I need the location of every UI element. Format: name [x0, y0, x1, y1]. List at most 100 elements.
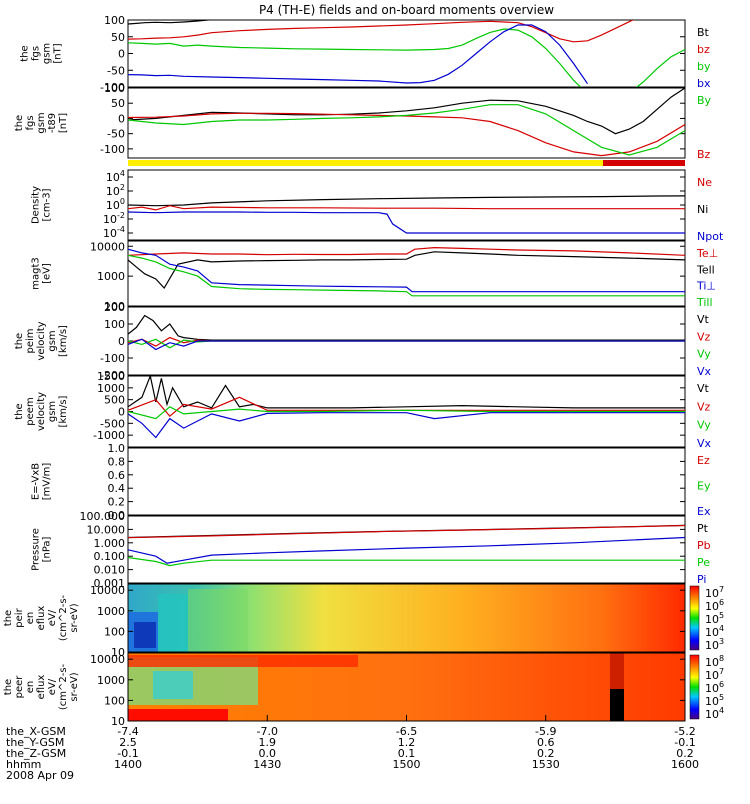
y-axis-label-line: [km/s] [58, 395, 69, 427]
y-tick-label-density: 102 [106, 183, 125, 198]
y-tick-label-peem_velocity: 1500 [97, 370, 125, 383]
panel-frame [127, 583, 686, 653]
y-axis-label-line: eV/ [47, 678, 58, 695]
legend-entry-Vx: Vx [697, 437, 712, 450]
legend-entry-Pe: Pe [697, 556, 710, 569]
series-line-Ne [128, 205, 685, 211]
legend-entry-Ex: Ex [697, 505, 711, 518]
panel-frame [127, 240, 686, 307]
footer-value: 1430 [253, 758, 281, 771]
y-axis-label-line: fgs [25, 115, 36, 130]
y-tick-label-pressure: 100.000 [80, 510, 126, 523]
spectrogram-patch [134, 622, 156, 648]
colorbar-tick-label: 107 [705, 585, 724, 600]
series-line-Vt [128, 314, 685, 341]
legend-entry-Vt: Vt [697, 313, 710, 326]
series-line-Vx [128, 338, 685, 351]
footer-value: 1500 [393, 758, 421, 771]
series-line-Pi [128, 536, 685, 564]
y-axis-label-line: the [14, 403, 25, 419]
spectrogram-patch [153, 671, 193, 699]
colorbar-tick-label: 105 [705, 693, 724, 708]
series-line-Bz [128, 112, 685, 157]
footer-row-label: hhmm [6, 758, 41, 771]
series-line-Tell [128, 251, 685, 289]
colorbar-tick-label: 105 [705, 611, 724, 626]
y-axis-label-line: the [20, 45, 31, 61]
spectrogram-patch [610, 653, 624, 689]
series-line-by [128, 28, 685, 87]
y-tick-label-fgs: -50 [107, 64, 125, 77]
series-line-Vt [128, 376, 685, 409]
y-tick-label-peem_velocity: 500 [104, 394, 125, 407]
y-axis-label-line: peem [25, 397, 36, 425]
legend-entry-by: by [697, 60, 711, 73]
spectrogram-patch [158, 594, 188, 652]
footer-date: 2008 Apr 09 [6, 769, 74, 782]
y-tick-label-peer_en_eflux: 10000 [90, 653, 125, 666]
y-axis-label-line: peim [25, 328, 36, 353]
series-line-Pb [128, 524, 685, 539]
y-tick-label-efield: 0.2 [108, 496, 126, 509]
legend-entry-Bt: Bt [697, 26, 710, 39]
panel-fgs_t89: the fgs gsm -t89 [nT] By Bz [14, 87, 712, 161]
y-tick-label-fgs: 100 [104, 14, 125, 27]
legend-entry-Ez: Ez [697, 454, 710, 467]
y-axis-label-line: [km/s] [58, 325, 69, 357]
footer-value: -0.1 [117, 747, 138, 760]
panel-density: Density [cm-3] Ne Ni Npot [31, 169, 724, 243]
y-tick-label-pressure: 10.000 [87, 523, 126, 536]
series-line-Npot [128, 211, 685, 234]
y-axis-label-line: [cm-3] [42, 188, 53, 221]
colorbar-tick-label: 107 [705, 667, 724, 682]
panel-frame [127, 515, 686, 584]
y-tick-label-peir_en_eflux: 1000 [97, 605, 125, 618]
footer-value: 0.0 [259, 747, 277, 760]
y-axis-label-line: Pressure [31, 528, 42, 571]
series-line-Ti⊥ [128, 248, 685, 293]
y-tick-label-efield: 1.0 [108, 442, 126, 455]
legend-entry-Pb: Pb [697, 539, 711, 552]
y-tick-label-fgs_t89: -100 [100, 143, 125, 156]
y-tick-label-peem_velocity: -500 [100, 417, 125, 430]
y-axis-label-efield: E=-VxB [mV/m] [31, 463, 53, 501]
legend-entry-Vt: Vt [697, 382, 710, 395]
y-axis-label-peir_en_eflux: the peir en eflux eV/(cm^2-s-sr-eV) [3, 594, 80, 641]
y-axis-label-line: eflux [36, 675, 47, 700]
y-axis-label-line: sr-eV) [69, 603, 80, 632]
y-axis-label-line: velocity [36, 321, 47, 360]
panel-frame [127, 447, 686, 516]
y-axis-label-line: (cm^2-s- [58, 594, 69, 641]
y-tick-label-density: 104 [106, 169, 125, 184]
legend-entry-Vy: Vy [697, 348, 711, 361]
legend-entry-Pi: Pi [697, 573, 706, 586]
footer-row-label: the_Y-GSM [6, 736, 64, 749]
legend-entry-Pt: Pt [697, 522, 709, 535]
y-axis-label-fgs_t89: the fgs gsm -t89 [nT] [14, 112, 69, 133]
colorbar-peer_en_eflux [689, 654, 700, 720]
series-line-By [128, 104, 685, 156]
y-tick-label-pressure: 0.100 [94, 550, 126, 563]
footer-value: 1400 [114, 758, 142, 771]
y-tick-label-peim_velocity: 100 [104, 318, 125, 331]
y-tick-label-fgs: 0 [118, 48, 125, 61]
y-axis-label-line: magt3 [31, 257, 42, 290]
y-axis-label-line: gsm [36, 112, 47, 133]
spectrogram-patch [188, 589, 248, 652]
series-line-Bt [128, 88, 685, 135]
colorbar-tick-label: 104 [705, 706, 724, 721]
legend-entry-Ti⊥: Ti⊥ [696, 280, 716, 293]
y-axis-label-line: the [14, 333, 25, 349]
y-tick-label-efield: 0.6 [108, 469, 126, 482]
y-axis-label-line: velocity [36, 392, 47, 431]
y-axis-label-line: eV/ [47, 609, 58, 626]
footer-value: 0.2 [537, 747, 555, 760]
y-tick-label-peim_velocity: -200 [100, 369, 125, 382]
y-tick-label-density: 10-4 [103, 225, 125, 240]
series-line-Till [128, 254, 685, 297]
series-line-Vz [128, 396, 685, 418]
panel-peir_en_eflux: the peir en eflux eV/(cm^2-s-sr-eV) [3, 583, 700, 653]
mode-bar-slow [128, 160, 603, 166]
y-tick-label-fgs_t89: 100 [104, 82, 125, 95]
y-axis-label-line: [nT] [58, 113, 69, 133]
